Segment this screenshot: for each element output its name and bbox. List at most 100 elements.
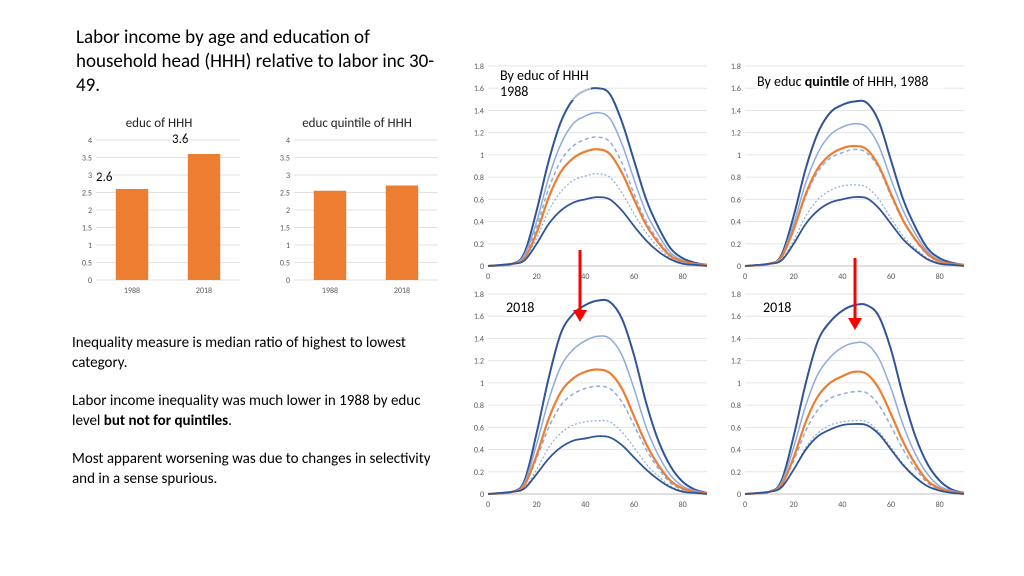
line-chart-grid: By educ of HHH 1988 0.2 0.4 0.6 0.8 1 1.2 1.4 1… [460, 58, 972, 512]
svg-text:1.6: 1.6 [731, 312, 741, 322]
svg-text:1.2: 1.2 [731, 357, 741, 367]
svg-text:0.6: 0.6 [731, 195, 741, 205]
bar-chart-quintile: educ quintile of HHH 00.511.522.533.5419… [270, 134, 444, 298]
svg-text:60: 60 [630, 272, 638, 282]
svg-text:0.5: 0.5 [82, 259, 92, 269]
svg-text:20: 20 [790, 272, 798, 282]
svg-text:2.5: 2.5 [280, 189, 290, 199]
svg-text:1.4: 1.4 [474, 334, 484, 344]
svg-text:2.5: 2.5 [82, 189, 92, 199]
svg-text:0.2: 0.2 [474, 240, 484, 250]
bar-chart-title: educ quintile of HHH [270, 116, 444, 131]
caption-text: 1988 [500, 83, 528, 100]
svg-text:1.5: 1.5 [82, 224, 92, 234]
svg-text:1.4: 1.4 [474, 106, 484, 116]
svg-text:1.4: 1.4 [731, 106, 741, 116]
body-paragraph: Most apparent worsening was due to chang… [72, 450, 432, 489]
svg-text:2018: 2018 [196, 286, 212, 296]
svg-text:1.4: 1.4 [731, 334, 741, 344]
bar-chart-educ: educ of HHH 2.6 3.6 00.511.522.533.54198… [72, 134, 246, 298]
caption-text: of HHH, 1988 [849, 73, 928, 90]
svg-text:1988: 1988 [124, 286, 140, 296]
svg-text:3: 3 [88, 171, 92, 181]
svg-text:20: 20 [533, 500, 541, 510]
svg-text:20: 20 [790, 500, 798, 510]
line-caption: 2018 [504, 300, 536, 316]
svg-text:0.2: 0.2 [731, 468, 741, 478]
svg-text:2: 2 [88, 206, 92, 216]
svg-text:0.8: 0.8 [474, 401, 484, 411]
caption-text: By educ of HHH [500, 67, 589, 84]
svg-text:2018: 2018 [394, 286, 410, 296]
bar-chart-row: educ of HHH 2.6 3.6 00.511.522.533.54198… [72, 134, 444, 298]
svg-text:0: 0 [737, 262, 741, 272]
svg-text:1.2: 1.2 [474, 357, 484, 367]
svg-text:0.2: 0.2 [474, 468, 484, 478]
svg-text:80: 80 [679, 500, 687, 510]
svg-text:0.4: 0.4 [474, 218, 484, 228]
svg-text:0.4: 0.4 [474, 446, 484, 456]
svg-text:1: 1 [737, 151, 741, 161]
svg-text:0.4: 0.4 [731, 446, 741, 456]
svg-text:1.8: 1.8 [474, 62, 484, 72]
body-text-bold: but not for quintiles [104, 412, 228, 430]
line-caption: 2018 [761, 300, 793, 316]
svg-text:0.4: 0.4 [731, 218, 741, 228]
svg-text:0.6: 0.6 [474, 195, 484, 205]
svg-text:60: 60 [887, 272, 895, 282]
svg-text:40: 40 [838, 500, 846, 510]
svg-text:0: 0 [737, 490, 741, 500]
svg-text:1: 1 [286, 241, 290, 251]
svg-text:1.8: 1.8 [731, 290, 741, 300]
svg-text:80: 80 [679, 272, 687, 282]
svg-text:0: 0 [743, 272, 747, 282]
caption-text: By educ [757, 73, 805, 90]
svg-text:0.5: 0.5 [280, 259, 290, 269]
svg-text:1.5: 1.5 [280, 224, 290, 234]
svg-text:80: 80 [936, 500, 944, 510]
svg-text:0: 0 [480, 262, 484, 272]
svg-text:1.2: 1.2 [731, 129, 741, 139]
body-paragraph: Labor income inequality was much lower i… [72, 392, 432, 431]
arrow-icon [570, 250, 590, 324]
svg-text:1: 1 [480, 151, 484, 161]
svg-text:1.8: 1.8 [731, 62, 741, 72]
svg-text:0.6: 0.6 [474, 423, 484, 433]
body-text-span: . [228, 412, 232, 430]
svg-text:3: 3 [286, 171, 290, 181]
svg-text:1988: 1988 [322, 286, 338, 296]
svg-text:1: 1 [480, 379, 484, 389]
arrow-icon [845, 258, 865, 332]
svg-text:0: 0 [486, 272, 490, 282]
svg-text:1.2: 1.2 [474, 129, 484, 139]
svg-text:0: 0 [743, 500, 747, 510]
svg-text:1.6: 1.6 [731, 84, 741, 94]
svg-text:40: 40 [581, 500, 589, 510]
svg-text:0: 0 [480, 490, 484, 500]
svg-text:60: 60 [887, 500, 895, 510]
svg-text:0.2: 0.2 [731, 240, 741, 250]
line-chart-quintile-1988: By educ quintile of HHH, 1988 0.2 0.4 0.6 0… [717, 58, 972, 284]
svg-text:1: 1 [88, 241, 92, 251]
svg-text:0.8: 0.8 [474, 173, 484, 183]
body-paragraph: Inequality measure is median ratio of hi… [72, 334, 432, 373]
svg-text:1: 1 [737, 379, 741, 389]
svg-text:4: 4 [88, 136, 92, 146]
svg-text:0.6: 0.6 [731, 423, 741, 433]
bar-chart-title: educ of HHH [72, 116, 246, 131]
svg-text:3.5: 3.5 [280, 154, 290, 164]
svg-text:80: 80 [936, 272, 944, 282]
svg-text:0: 0 [486, 500, 490, 510]
svg-text:0: 0 [286, 276, 290, 286]
line-caption: By educ quintile of HHH, 1988 [755, 74, 945, 90]
svg-text:0: 0 [88, 276, 92, 286]
svg-text:0.8: 0.8 [731, 173, 741, 183]
svg-text:3.5: 3.5 [82, 154, 92, 164]
svg-text:1.6: 1.6 [474, 84, 484, 94]
svg-text:4: 4 [286, 136, 290, 146]
svg-text:0.8: 0.8 [731, 401, 741, 411]
svg-text:1.8: 1.8 [474, 290, 484, 300]
svg-text:2: 2 [286, 206, 290, 216]
caption-bold: quintile [805, 73, 850, 90]
svg-text:60: 60 [630, 500, 638, 510]
